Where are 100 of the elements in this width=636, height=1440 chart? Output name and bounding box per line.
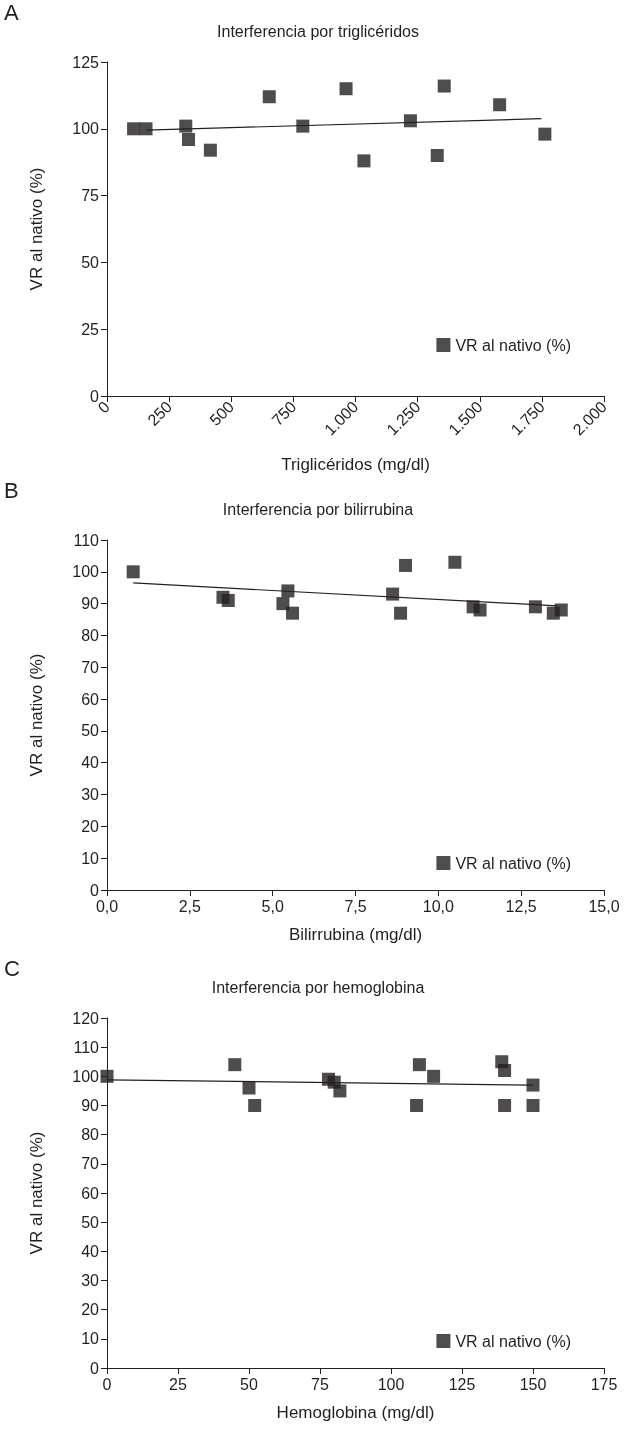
y-tick-label: 100 xyxy=(72,1067,100,1085)
point xyxy=(281,584,295,598)
x-tick-label: 12,5 xyxy=(505,897,537,915)
point xyxy=(526,1099,540,1112)
x-tick-label: 15,0 xyxy=(588,897,620,915)
y-tick-label: 0 xyxy=(90,1359,100,1377)
point xyxy=(357,154,371,168)
x-tick-label: 750 xyxy=(268,397,300,429)
y-tick-label: 20 xyxy=(81,1301,100,1319)
point xyxy=(493,98,507,112)
y-tick-label: 10 xyxy=(81,849,100,867)
y-tick-label: 60 xyxy=(81,690,100,708)
point xyxy=(203,143,217,157)
point xyxy=(228,1058,242,1072)
point xyxy=(386,587,400,601)
point xyxy=(403,114,417,128)
y-tick-label: 50 xyxy=(81,1213,100,1231)
x-tick-label: 25 xyxy=(169,1375,187,1393)
x-tick-label: 7,5 xyxy=(344,897,367,915)
point xyxy=(179,119,193,133)
y-tick-label: 25 xyxy=(81,320,100,338)
y-tick-label: 70 xyxy=(81,1155,100,1173)
point xyxy=(528,600,542,614)
x-tick-label: 2,5 xyxy=(178,897,202,915)
y-tick-label: 80 xyxy=(81,626,100,644)
y-tick-label: 120 xyxy=(72,1009,100,1027)
point xyxy=(473,603,487,617)
y-tick-label: 30 xyxy=(81,1272,100,1289)
x-tick-label: 150 xyxy=(519,1375,547,1393)
y-tick-label: 110 xyxy=(73,531,100,549)
x-tick-label: 175 xyxy=(590,1375,618,1393)
y-tick-label: 100 xyxy=(72,563,100,581)
point xyxy=(126,565,140,579)
y-tick-label: 100 xyxy=(72,120,100,138)
y-tick-label: 90 xyxy=(81,1097,100,1114)
chart-title: Interferencia por triglicéridos xyxy=(217,22,419,40)
y-tick-label: 30 xyxy=(81,786,100,804)
x-tick-label: 500 xyxy=(206,397,238,429)
y-tick-label: 110 xyxy=(73,1038,100,1056)
point xyxy=(276,597,290,611)
legend-label: VR al nativo (%) xyxy=(455,336,571,354)
chart-title: Interferencia por hemoglobina xyxy=(211,978,425,996)
point xyxy=(242,1081,256,1095)
point xyxy=(296,119,310,133)
x-tick-label: 250 xyxy=(144,397,176,429)
x-tick-label: 125 xyxy=(448,1375,476,1393)
x-tick-label: 0,0 xyxy=(95,897,119,915)
point xyxy=(498,1099,512,1112)
point xyxy=(399,558,413,572)
y-tick-label: 40 xyxy=(81,754,100,772)
y-tick-label: 10 xyxy=(81,1330,100,1348)
x-tick-label: 5,0 xyxy=(261,897,284,915)
text: B xyxy=(4,478,19,504)
y-tick-label: 40 xyxy=(81,1242,100,1260)
point xyxy=(538,127,552,141)
x-tick-label: 0 xyxy=(102,1375,112,1393)
y-tick-label: 50 xyxy=(81,722,100,740)
point xyxy=(427,1069,441,1083)
x-tick-label: 75 xyxy=(311,1375,329,1393)
y-axis-title: VR al nativo (%) xyxy=(27,1131,46,1255)
point xyxy=(410,1099,424,1112)
x-axis-title: Bilirrubina (mg/dl) xyxy=(288,925,423,944)
y-tick-label: 50 xyxy=(81,253,100,271)
chart-title: Interferencia por bilirrubina xyxy=(222,500,414,518)
y-tick-label: 80 xyxy=(81,1126,100,1144)
x-tick-label: 100 xyxy=(377,1375,405,1393)
point xyxy=(139,122,153,136)
point xyxy=(526,1078,540,1092)
y-axis-title: VR al nativo (%) xyxy=(27,653,46,777)
point xyxy=(100,1069,114,1083)
point xyxy=(221,593,235,607)
point xyxy=(339,82,353,96)
point xyxy=(448,555,462,569)
point xyxy=(430,149,444,163)
point xyxy=(412,1058,426,1072)
text: C xyxy=(4,956,20,982)
y-tick-label: 60 xyxy=(81,1184,100,1202)
point xyxy=(333,1084,347,1098)
y-axis-title: VR al nativo (%) xyxy=(27,167,46,291)
point xyxy=(394,606,408,620)
x-axis-title: Hemoglobina (mg/dl) xyxy=(276,1403,435,1422)
x-tick-label: 50 xyxy=(240,1375,258,1393)
y-tick-label: 20 xyxy=(81,817,100,835)
point xyxy=(286,606,300,620)
point xyxy=(262,90,276,104)
point xyxy=(498,1064,512,1077)
text: A xyxy=(4,0,19,26)
y-tick-label: 0 xyxy=(90,881,100,899)
point xyxy=(437,79,451,93)
y-tick-label: 90 xyxy=(81,595,100,613)
y-tick-label: 75 xyxy=(81,187,100,205)
legend-label: VR al nativo (%) xyxy=(455,1332,571,1350)
y-tick-label: 125 xyxy=(72,53,100,71)
y-tick-label: 70 xyxy=(81,658,100,676)
legend-label: VR al nativo (%) xyxy=(455,854,571,872)
point xyxy=(182,132,196,146)
point xyxy=(554,603,568,617)
point xyxy=(248,1099,262,1112)
x-tick-label: 10,0 xyxy=(422,897,455,915)
x-axis-title: Triglicéridos (mg/dl) xyxy=(281,455,430,474)
